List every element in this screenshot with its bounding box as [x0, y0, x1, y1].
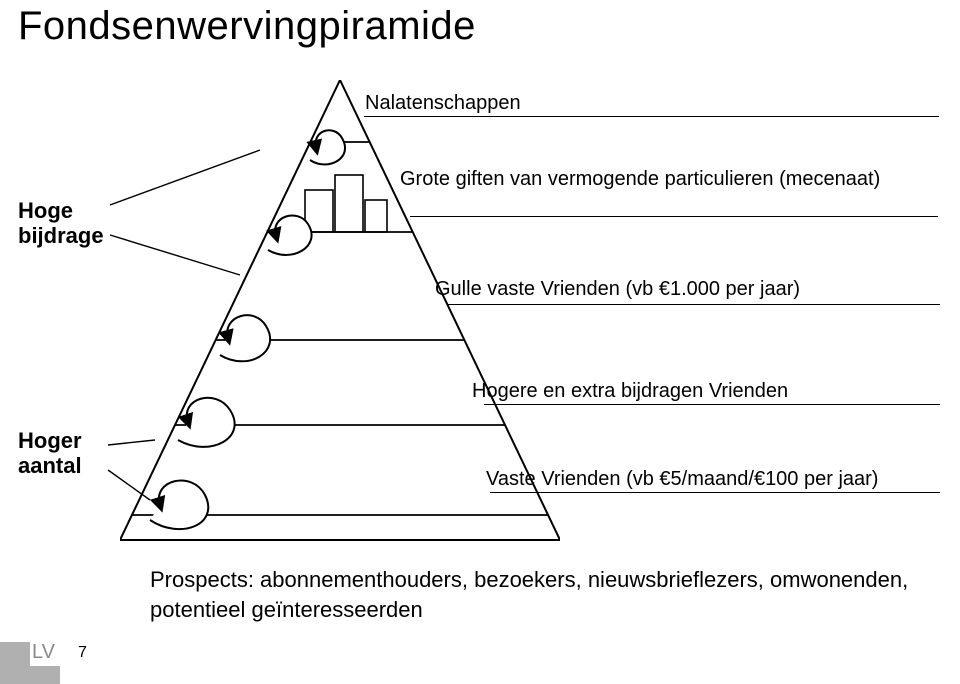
slide: Fondsenwervingpiramide Hogebijdrage Hoge…: [0, 0, 960, 684]
page-title: Fondsenwervingpiramide: [18, 4, 476, 49]
footer-lv: LV: [32, 641, 55, 664]
inner-bars: [305, 175, 387, 232]
prospects-text: Prospects: abonnementhouders, bezoekers,…: [150, 565, 910, 624]
footer-box-top: [0, 642, 30, 666]
pyramid: [120, 80, 560, 550]
page-number: 7: [78, 644, 87, 662]
left-label-hoge: Hogebijdrage: [18, 198, 104, 249]
footer-box-bottom: [0, 666, 60, 684]
left-label-hoger: Hogeraantal: [18, 428, 82, 479]
